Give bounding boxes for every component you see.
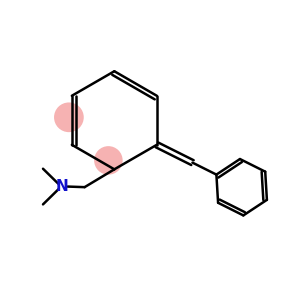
Circle shape <box>94 146 123 175</box>
Text: N: N <box>56 179 69 194</box>
Circle shape <box>54 102 84 132</box>
